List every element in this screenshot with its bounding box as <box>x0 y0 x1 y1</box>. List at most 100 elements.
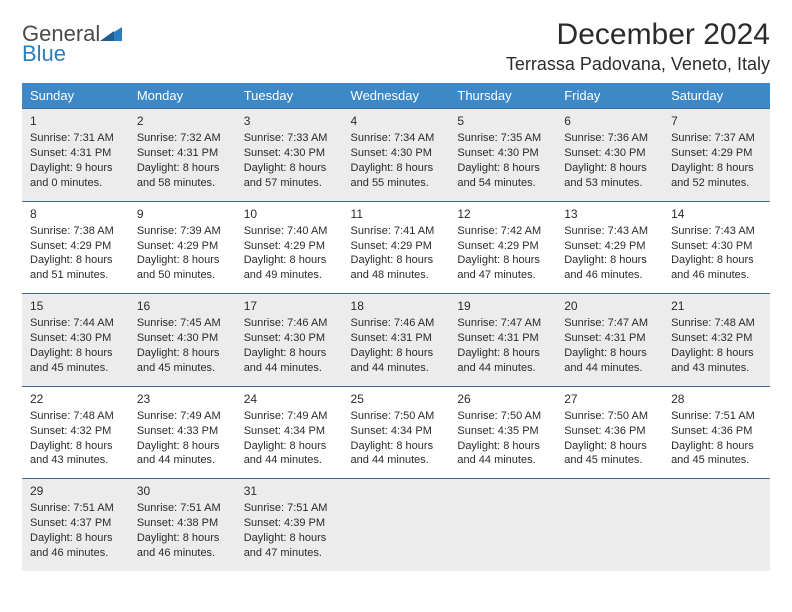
daylight-text: and 45 minutes. <box>30 361 121 376</box>
sunrise-text: Sunrise: 7:46 AM <box>244 316 335 331</box>
sunset-text: Sunset: 4:39 PM <box>244 516 335 531</box>
sunset-text: Sunset: 4:34 PM <box>351 424 442 439</box>
day-cell: 6Sunrise: 7:36 AMSunset: 4:30 PMDaylight… <box>556 109 663 202</box>
day-number: 23 <box>137 391 228 407</box>
sunrise-text: Sunrise: 7:40 AM <box>244 224 335 239</box>
day-cell: 19Sunrise: 7:47 AMSunset: 4:31 PMDayligh… <box>449 294 556 387</box>
daylight-text: Daylight: 8 hours <box>351 439 442 454</box>
daylight-text: Daylight: 8 hours <box>137 439 228 454</box>
daylight-text: and 43 minutes. <box>30 453 121 468</box>
daylight-text: Daylight: 8 hours <box>244 346 335 361</box>
week-row: 15Sunrise: 7:44 AMSunset: 4:30 PMDayligh… <box>22 294 770 387</box>
day-number: 29 <box>30 483 121 499</box>
daylight-text: Daylight: 8 hours <box>564 253 655 268</box>
daylight-text: and 46 minutes. <box>30 546 121 561</box>
day-number: 19 <box>457 298 548 314</box>
daylight-text: and 54 minutes. <box>457 176 548 191</box>
day-cell: 3Sunrise: 7:33 AMSunset: 4:30 PMDaylight… <box>236 109 343 202</box>
title-block: December 2024 Terrassa Padovana, Veneto,… <box>506 18 770 75</box>
day-number: 13 <box>564 206 655 222</box>
calendar-table: SundayMondayTuesdayWednesdayThursdayFrid… <box>22 83 770 571</box>
week-row: 29Sunrise: 7:51 AMSunset: 4:37 PMDayligh… <box>22 479 770 571</box>
daylight-text: Daylight: 8 hours <box>671 161 762 176</box>
daylight-text: and 47 minutes. <box>457 268 548 283</box>
sunset-text: Sunset: 4:29 PM <box>457 239 548 254</box>
day-cell: 7Sunrise: 7:37 AMSunset: 4:29 PMDaylight… <box>663 109 770 202</box>
daylight-text: and 45 minutes. <box>671 453 762 468</box>
day-cell: 28Sunrise: 7:51 AMSunset: 4:36 PMDayligh… <box>663 386 770 479</box>
sunset-text: Sunset: 4:29 PM <box>671 146 762 161</box>
sunset-text: Sunset: 4:29 PM <box>351 239 442 254</box>
day-cell: 13Sunrise: 7:43 AMSunset: 4:29 PMDayligh… <box>556 201 663 294</box>
daylight-text: and 50 minutes. <box>137 268 228 283</box>
sunset-text: Sunset: 4:38 PM <box>137 516 228 531</box>
daylight-text: Daylight: 8 hours <box>244 439 335 454</box>
sunrise-text: Sunrise: 7:42 AM <box>457 224 548 239</box>
logo-triangle-icon <box>100 24 122 44</box>
sunrise-text: Sunrise: 7:34 AM <box>351 131 442 146</box>
day-cell: 27Sunrise: 7:50 AMSunset: 4:36 PMDayligh… <box>556 386 663 479</box>
day-number: 17 <box>244 298 335 314</box>
daylight-text: Daylight: 8 hours <box>30 439 121 454</box>
daylight-text: Daylight: 8 hours <box>457 253 548 268</box>
location-text: Terrassa Padovana, Veneto, Italy <box>506 54 770 75</box>
daylight-text: Daylight: 8 hours <box>564 346 655 361</box>
sunset-text: Sunset: 4:30 PM <box>564 146 655 161</box>
day-number: 27 <box>564 391 655 407</box>
sunset-text: Sunset: 4:29 PM <box>564 239 655 254</box>
daylight-text: and 58 minutes. <box>137 176 228 191</box>
sunset-text: Sunset: 4:30 PM <box>244 331 335 346</box>
day-number: 12 <box>457 206 548 222</box>
day-cell: 11Sunrise: 7:41 AMSunset: 4:29 PMDayligh… <box>343 201 450 294</box>
daylight-text: and 55 minutes. <box>351 176 442 191</box>
day-header: Saturday <box>663 83 770 109</box>
daylight-text: Daylight: 8 hours <box>351 346 442 361</box>
daylight-text: Daylight: 8 hours <box>351 161 442 176</box>
day-number: 8 <box>30 206 121 222</box>
day-cell: 31Sunrise: 7:51 AMSunset: 4:39 PMDayligh… <box>236 479 343 571</box>
day-number: 6 <box>564 113 655 129</box>
day-cell: 8Sunrise: 7:38 AMSunset: 4:29 PMDaylight… <box>22 201 129 294</box>
week-row: 1Sunrise: 7:31 AMSunset: 4:31 PMDaylight… <box>22 109 770 202</box>
sunrise-text: Sunrise: 7:44 AM <box>30 316 121 331</box>
sunrise-text: Sunrise: 7:46 AM <box>351 316 442 331</box>
day-cell: 29Sunrise: 7:51 AMSunset: 4:37 PMDayligh… <box>22 479 129 571</box>
daylight-text: Daylight: 8 hours <box>30 346 121 361</box>
day-cell: 17 Sunrise: 7:46 AMSunset: 4:30 PMDayligh… <box>236 294 343 387</box>
daylight-text: Daylight: 8 hours <box>137 531 228 546</box>
daylight-text: and 43 minutes. <box>671 361 762 376</box>
sunset-text: Sunset: 4:31 PM <box>30 146 121 161</box>
day-header: Thursday <box>449 83 556 109</box>
daylight-text: Daylight: 8 hours <box>457 346 548 361</box>
day-number: 26 <box>457 391 548 407</box>
daylight-text: and 44 minutes. <box>137 453 228 468</box>
sunset-text: Sunset: 4:31 PM <box>351 331 442 346</box>
header: General Blue December 2024 Terrassa Pado… <box>22 18 770 75</box>
sunrise-text: Sunrise: 7:51 AM <box>30 501 121 516</box>
day-cell: 9Sunrise: 7:39 AMSunset: 4:29 PMDaylight… <box>129 201 236 294</box>
sunrise-text: Sunrise: 7:50 AM <box>564 409 655 424</box>
sunrise-text: Sunrise: 7:51 AM <box>671 409 762 424</box>
day-header: Sunday <box>22 83 129 109</box>
sunset-text: Sunset: 4:35 PM <box>457 424 548 439</box>
daylight-text: and 51 minutes. <box>30 268 121 283</box>
day-cell: 26Sunrise: 7:50 AMSunset: 4:35 PMDayligh… <box>449 386 556 479</box>
daylight-text: Daylight: 9 hours <box>30 161 121 176</box>
day-header: Wednesday <box>343 83 450 109</box>
day-number: 14 <box>671 206 762 222</box>
sunrise-text: Sunrise: 7:41 AM <box>351 224 442 239</box>
sunrise-text: Sunrise: 7:36 AM <box>564 131 655 146</box>
day-cell: 21Sunrise: 7:48 AMSunset: 4:32 PMDayligh… <box>663 294 770 387</box>
sunset-text: Sunset: 4:29 PM <box>244 239 335 254</box>
day-cell: 15Sunrise: 7:44 AMSunset: 4:30 PMDayligh… <box>22 294 129 387</box>
sunset-text: Sunset: 4:29 PM <box>30 239 121 254</box>
empty-cell <box>556 479 663 571</box>
sunrise-text: Sunrise: 7:49 AM <box>137 409 228 424</box>
daylight-text: Daylight: 8 hours <box>671 253 762 268</box>
daylight-text: and 44 minutes. <box>457 361 548 376</box>
day-cell: 14Sunrise: 7:43 AMSunset: 4:30 PMDayligh… <box>663 201 770 294</box>
sunrise-text: Sunrise: 7:50 AM <box>351 409 442 424</box>
daylight-text: Daylight: 8 hours <box>30 253 121 268</box>
day-number: 30 <box>137 483 228 499</box>
daylight-text: Daylight: 8 hours <box>137 346 228 361</box>
